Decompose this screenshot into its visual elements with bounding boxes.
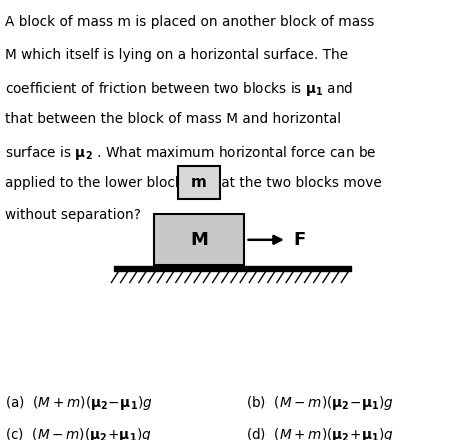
Text: applied to the lower block so that the two blocks move: applied to the lower block so that the t…: [5, 176, 382, 190]
Text: A block of mass m is placed on another block of mass: A block of mass m is placed on another b…: [5, 15, 374, 29]
Text: m: m: [191, 175, 207, 190]
Text: (b)  $(M-m)(\mathbf{\mu_2}\!-\!\mathbf{\mu_1})g$: (b) $(M-m)(\mathbf{\mu_2}\!-\!\mathbf{\m…: [246, 394, 394, 412]
Text: that between the block of mass M and horizontal: that between the block of mass M and hor…: [5, 112, 341, 126]
Text: (a)  $(M+m)(\mathbf{\mu_2}\!-\!\mathbf{\mu_1})g$: (a) $(M+m)(\mathbf{\mu_2}\!-\!\mathbf{\m…: [5, 394, 152, 412]
FancyBboxPatch shape: [154, 214, 244, 265]
Text: without separation?: without separation?: [5, 208, 141, 222]
Text: coefficient of friction between two blocks is $\mathbf{\mu_1}$ and: coefficient of friction between two bloc…: [5, 80, 353, 98]
Text: surface is $\mathbf{\mu_2}$ . What maximum horizontal force can be: surface is $\mathbf{\mu_2}$ . What maxim…: [5, 144, 376, 162]
FancyBboxPatch shape: [178, 166, 220, 199]
Text: (d)  $(M+m)(\mathbf{\mu_2}\!+\!\mathbf{\mu_1})g$: (d) $(M+m)(\mathbf{\mu_2}\!+\!\mathbf{\m…: [246, 426, 394, 440]
Text: M which itself is lying on a horizontal surface. The: M which itself is lying on a horizontal …: [5, 48, 348, 62]
FancyBboxPatch shape: [114, 266, 351, 271]
Text: M: M: [190, 231, 208, 249]
Text: (c)  $(M-m)(\mathbf{\mu_2}\!+\!\mathbf{\mu_1})g$: (c) $(M-m)(\mathbf{\mu_2}\!+\!\mathbf{\m…: [5, 426, 151, 440]
Text: F: F: [293, 231, 305, 249]
